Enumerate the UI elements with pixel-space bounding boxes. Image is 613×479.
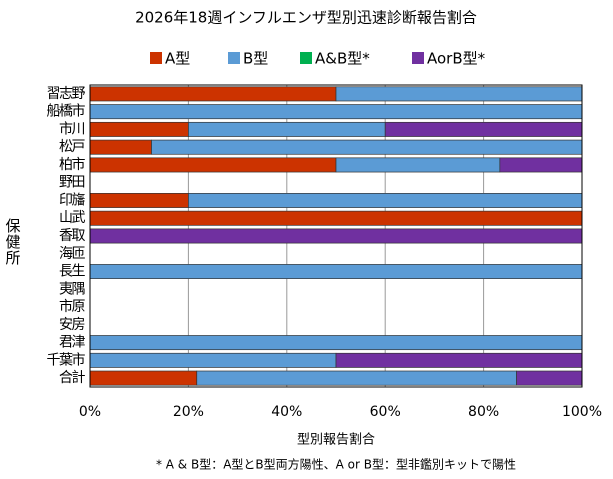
y-tick-label: 市川: [59, 120, 84, 137]
bar-segment: [89, 210, 583, 226]
y-tick-label: 山武: [59, 210, 85, 226]
footnote: * A & B型：A型とB型両方陽性、A or B型：型非鑑別キットで陽性: [156, 457, 516, 472]
y-tick-label: 船橋市: [47, 103, 86, 120]
y-tick-label: 千葉市: [47, 351, 86, 368]
y-axis-label: 保健所: [4, 218, 22, 266]
y-tick-label: 海匝: [59, 246, 85, 262]
bar-segment: [188, 193, 583, 208]
y-tick-label: 松戸: [59, 139, 85, 155]
x-tick-label: 0%: [79, 404, 101, 420]
x-tick-label: 60%: [370, 404, 401, 420]
bar-segment: [89, 228, 583, 244]
bar-segment: [89, 139, 152, 155]
bar-segment: [89, 121, 189, 137]
chart-title: 2026年18週インフルエンザ型別迅速診断報告割合: [135, 9, 477, 27]
plot-frame: [89, 84, 583, 388]
x-tick-label: 80%: [468, 404, 499, 420]
bar-segment: [335, 86, 583, 102]
bar-segment: [89, 104, 583, 120]
bar-segment: [151, 139, 583, 155]
legend-swatch: [412, 52, 424, 64]
y-tick-label: 君津: [59, 335, 85, 351]
legend-label: A型: [165, 50, 190, 68]
bar-segment: [89, 157, 337, 173]
x-axis-label: 型別報告割合: [297, 432, 375, 448]
bar-segment: [516, 370, 583, 386]
bar-segment: [89, 370, 198, 386]
legend-label: A&B型*: [315, 50, 370, 68]
y-tick-label: 柏市: [59, 156, 85, 173]
bar-segment: [89, 193, 189, 208]
y-tick-label: 合計: [59, 370, 85, 386]
x-tick-label: 40%: [271, 404, 302, 420]
y-tick-label: 習志野: [47, 86, 86, 102]
legend-swatch: [300, 52, 312, 64]
y-tick-label: 夷隅: [59, 281, 85, 297]
bar-segment: [89, 352, 337, 368]
y-tick-label: 市原: [59, 298, 85, 315]
bar-segment: [335, 352, 583, 368]
legend-swatch: [228, 52, 240, 64]
bar-segment: [384, 121, 583, 137]
y-tick-label: 香取: [59, 228, 85, 244]
bar-segment: [89, 264, 583, 279]
y-tick-label: 印旛: [59, 192, 85, 208]
bar-segment: [196, 370, 517, 386]
bar-segment: [499, 157, 583, 173]
y-tick-label: 長生: [59, 264, 85, 280]
bar-segment: [89, 335, 583, 351]
legend-swatch: [150, 52, 162, 64]
legend-label: B型: [243, 50, 268, 68]
legend-label: AorB型*: [427, 50, 486, 68]
bar-segment: [188, 121, 386, 137]
bar-segment: [335, 157, 501, 173]
y-tick-label: 野田: [59, 175, 84, 191]
x-tick-label: 20%: [173, 404, 204, 420]
x-tick-label: 100%: [562, 404, 602, 420]
bar-segment: [89, 86, 337, 102]
y-tick-label: 安房: [59, 317, 84, 333]
